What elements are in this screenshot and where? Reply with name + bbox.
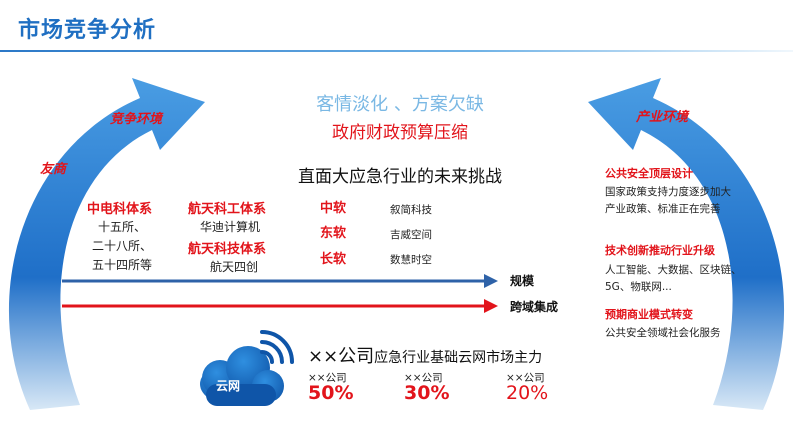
integration-label: 跨域集成 <box>510 300 559 314</box>
market-leader-prefix: ××公司 <box>308 346 375 367</box>
industry-line: 人工智能、大数据、区块链、 <box>605 264 742 276</box>
group3-sub: 航天四创 <box>210 260 259 274</box>
soft-name: 东软 <box>320 226 347 241</box>
top-line-2: 政府财政预算压缩 <box>332 123 468 143</box>
page-title: 市场竞争分析 <box>18 18 157 43</box>
soft-name: 中软 <box>320 201 347 216</box>
competition-env-label: 竞争环境 <box>110 112 163 127</box>
signal-icon <box>260 330 294 364</box>
group-hangtiankeji: 航天科技体系 <box>188 242 267 257</box>
share-value: 20% <box>506 382 549 404</box>
group2-sub: 华迪计算机 <box>200 220 261 234</box>
industry-heading: 技术创新推动行业升级 <box>605 244 715 257</box>
soft-company: 吉威空间 <box>390 229 432 241</box>
group-zhongdianke: 中电科体系 <box>87 202 153 217</box>
industry-heading: 预期商业模式转变 <box>605 308 693 321</box>
industry-line: 国家政策支持力度逐步加大 <box>605 186 731 198</box>
industry-env-label: 产业环境 <box>636 110 689 125</box>
share-value: 30% <box>404 382 450 404</box>
top-line-3: 直面大应急行业的未来挑战 <box>298 167 502 187</box>
share-value: 50% <box>308 382 354 404</box>
share-label: ××公司 <box>506 372 545 384</box>
industry-line: 公共安全领域社会化服务 <box>605 327 721 339</box>
group1-item: 二十八所、 <box>91 239 152 253</box>
share-label: ××公司 <box>308 372 347 384</box>
group1-item: 五十四所等 <box>91 258 152 272</box>
left-arc <box>8 78 206 410</box>
scale-label: 规模 <box>510 274 535 288</box>
cloud-icon <box>200 346 284 406</box>
cloud-label: 云网 <box>216 379 241 393</box>
industry-line: 产业政策、标准正在完善 <box>605 203 721 215</box>
soft-company: 叙简科技 <box>390 204 432 216</box>
market-leader-line: ××公司应急行业基础云网市场主力 <box>308 342 542 368</box>
top-line-1: 客情淡化 、方案欠缺 <box>316 94 484 115</box>
industry-heading: 公共安全顶层设计 <box>605 167 693 180</box>
competitor-label: 友商 <box>40 162 67 177</box>
scale-arrowhead <box>484 274 498 288</box>
title-divider <box>0 50 793 52</box>
soft-company: 数慧时空 <box>390 254 432 266</box>
market-leader-text: 应急行业基础云网市场主力 <box>374 350 543 366</box>
soft-name: 长软 <box>320 252 347 267</box>
group-hangtiankegong: 航天科工体系 <box>188 202 267 217</box>
industry-line: 5G、物联网... <box>605 281 672 293</box>
share-label: ××公司 <box>404 372 443 384</box>
group1-item: 十五所、 <box>97 220 146 234</box>
right-arc <box>588 78 785 410</box>
integration-arrowhead <box>484 299 498 313</box>
